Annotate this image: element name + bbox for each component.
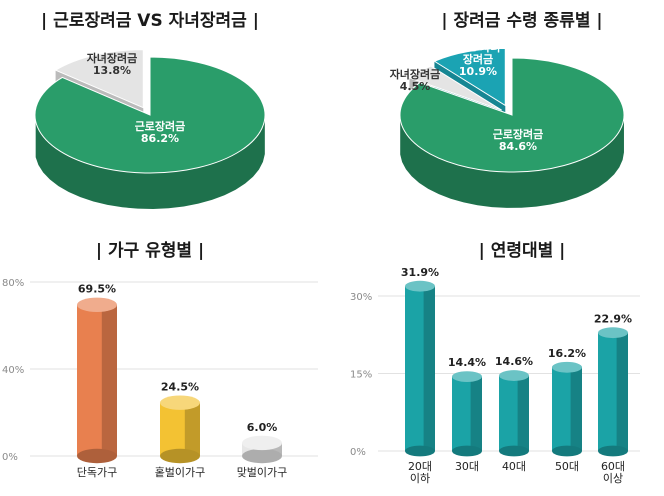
- bar: [552, 361, 582, 457]
- bar-value-label: 22.9%: [594, 312, 632, 325]
- x-category-label: 20대: [408, 460, 432, 473]
- bar-value-label: 14.4%: [448, 356, 486, 369]
- y-tick-label: 15%: [350, 370, 372, 381]
- y-tick-label: 40%: [2, 365, 24, 376]
- pie-slice: [34, 56, 266, 174]
- pie-slice-name: 근로장려금: [135, 119, 186, 133]
- x-category-label: 50대: [555, 460, 579, 473]
- bar: [598, 327, 628, 457]
- bar-value-label: 69.5%: [78, 283, 116, 296]
- bar: [499, 370, 529, 457]
- bar-value-label: 24.5%: [161, 381, 199, 394]
- bar-value-label: 6.0%: [247, 421, 278, 434]
- bar-chart-3: 0% 40% 80% 69.5% 단독가구 24.5% 홑벌이가구 6.0% 맞벌이가구: [2, 278, 318, 479]
- bar-value-label: 14.6%: [495, 355, 533, 368]
- y-tick-label: 80%: [2, 278, 24, 289]
- bar: [405, 280, 435, 457]
- x-category-label: 이하: [410, 471, 430, 485]
- pie-slice-value: 10.9%: [459, 65, 497, 78]
- pie-slice-name: 근로장려금: [493, 127, 544, 141]
- pie-slice-side: [35, 118, 265, 209]
- x-category-label: 이상: [603, 472, 623, 485]
- x-category-label: 홑벌이가구: [155, 466, 206, 479]
- pie-slice-value: 4.5%: [400, 80, 431, 93]
- pie-slice: [408, 65, 502, 111]
- x-category-label: 맞벌이가구: [237, 466, 288, 479]
- bar1-title: | 가구 유형별 |: [95, 241, 205, 261]
- y-tick-label: 0%: [350, 447, 366, 458]
- bar-value-label: 16.2%: [548, 347, 586, 360]
- y-tick-label: 30%: [350, 292, 372, 303]
- pie-slice: [54, 49, 144, 109]
- pie-slice-value: 86.2%: [141, 132, 179, 145]
- bar-value-label: 31.9%: [401, 266, 439, 279]
- bar: [452, 371, 482, 457]
- pie1-title: | 근로장려금 VS 자녀장려금 |: [41, 11, 259, 31]
- bar: [77, 297, 117, 464]
- bar2-title: | 연령대별 |: [478, 241, 566, 261]
- pie-slice-name: 자녀장려금: [390, 67, 441, 81]
- pie-slice-name: 근로·자녀: [456, 40, 501, 54]
- pie-slice-side: [400, 116, 624, 208]
- x-category-label: 60대: [601, 460, 625, 473]
- pie-slice: [433, 47, 506, 107]
- pie2-title: | 장려금 수령 종류별 |: [441, 11, 603, 31]
- x-category-label: 30대: [455, 460, 479, 473]
- bar: [160, 395, 200, 464]
- bar: [242, 435, 282, 464]
- pie-slice-name: 자녀장려금: [87, 51, 138, 65]
- pie-slice-value: 84.6%: [499, 140, 537, 153]
- x-category-label: 40대: [502, 460, 526, 473]
- pie-slice: [399, 57, 625, 173]
- x-category-label: 단독가구: [77, 466, 117, 479]
- pie-slice-name: 장려금: [463, 52, 493, 66]
- pie-slice-value: 13.8%: [93, 64, 131, 77]
- y-tick-label: 0%: [2, 452, 18, 463]
